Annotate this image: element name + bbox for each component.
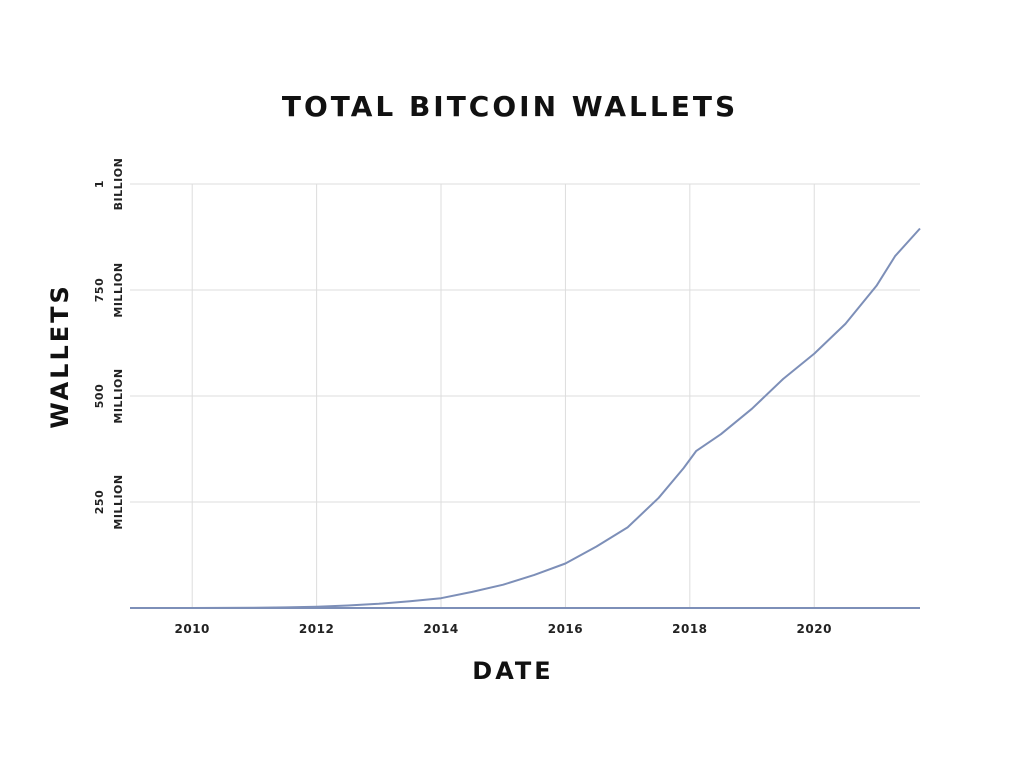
x-tick-label: 2020 <box>797 622 832 636</box>
x-tick-label: 2016 <box>548 622 583 636</box>
series-line <box>130 227 921 609</box>
x-axis-title: DATE <box>472 657 554 685</box>
y-tick-unit: BILLION <box>112 158 125 211</box>
y-tick-label: 500 MILLION <box>93 368 125 423</box>
y-tick-unit: MILLION <box>112 262 125 317</box>
chart-title: TOTAL BITCOIN WALLETS <box>281 90 739 123</box>
y-tick-label: 1 BILLION <box>93 158 125 211</box>
x-tick-label: 2014 <box>423 622 458 636</box>
y-tick-label: 750 MILLION <box>93 262 125 317</box>
y-tick-value: 1 <box>93 180 106 188</box>
x-tick-label: 2018 <box>672 622 707 636</box>
x-tick-label: 2010 <box>175 622 210 636</box>
grid-lines <box>130 183 920 608</box>
y-tick-unit: MILLION <box>112 474 125 529</box>
series-group <box>130 227 921 609</box>
y-tick-value: 750 <box>93 278 106 302</box>
x-tick-labels: 2010 2012 2014 2016 2018 2020 <box>175 622 832 636</box>
x-tick-label: 2012 <box>299 622 334 636</box>
y-tick-label: 250 MILLION <box>93 474 125 529</box>
y-tick-value: 500 <box>93 384 106 408</box>
y-tick-unit: MILLION <box>112 368 125 423</box>
y-tick-value: 250 <box>93 490 106 514</box>
y-tick-labels: 250 MILLION 500 MILLION 750 MILLION 1 BILLION <box>93 158 125 530</box>
